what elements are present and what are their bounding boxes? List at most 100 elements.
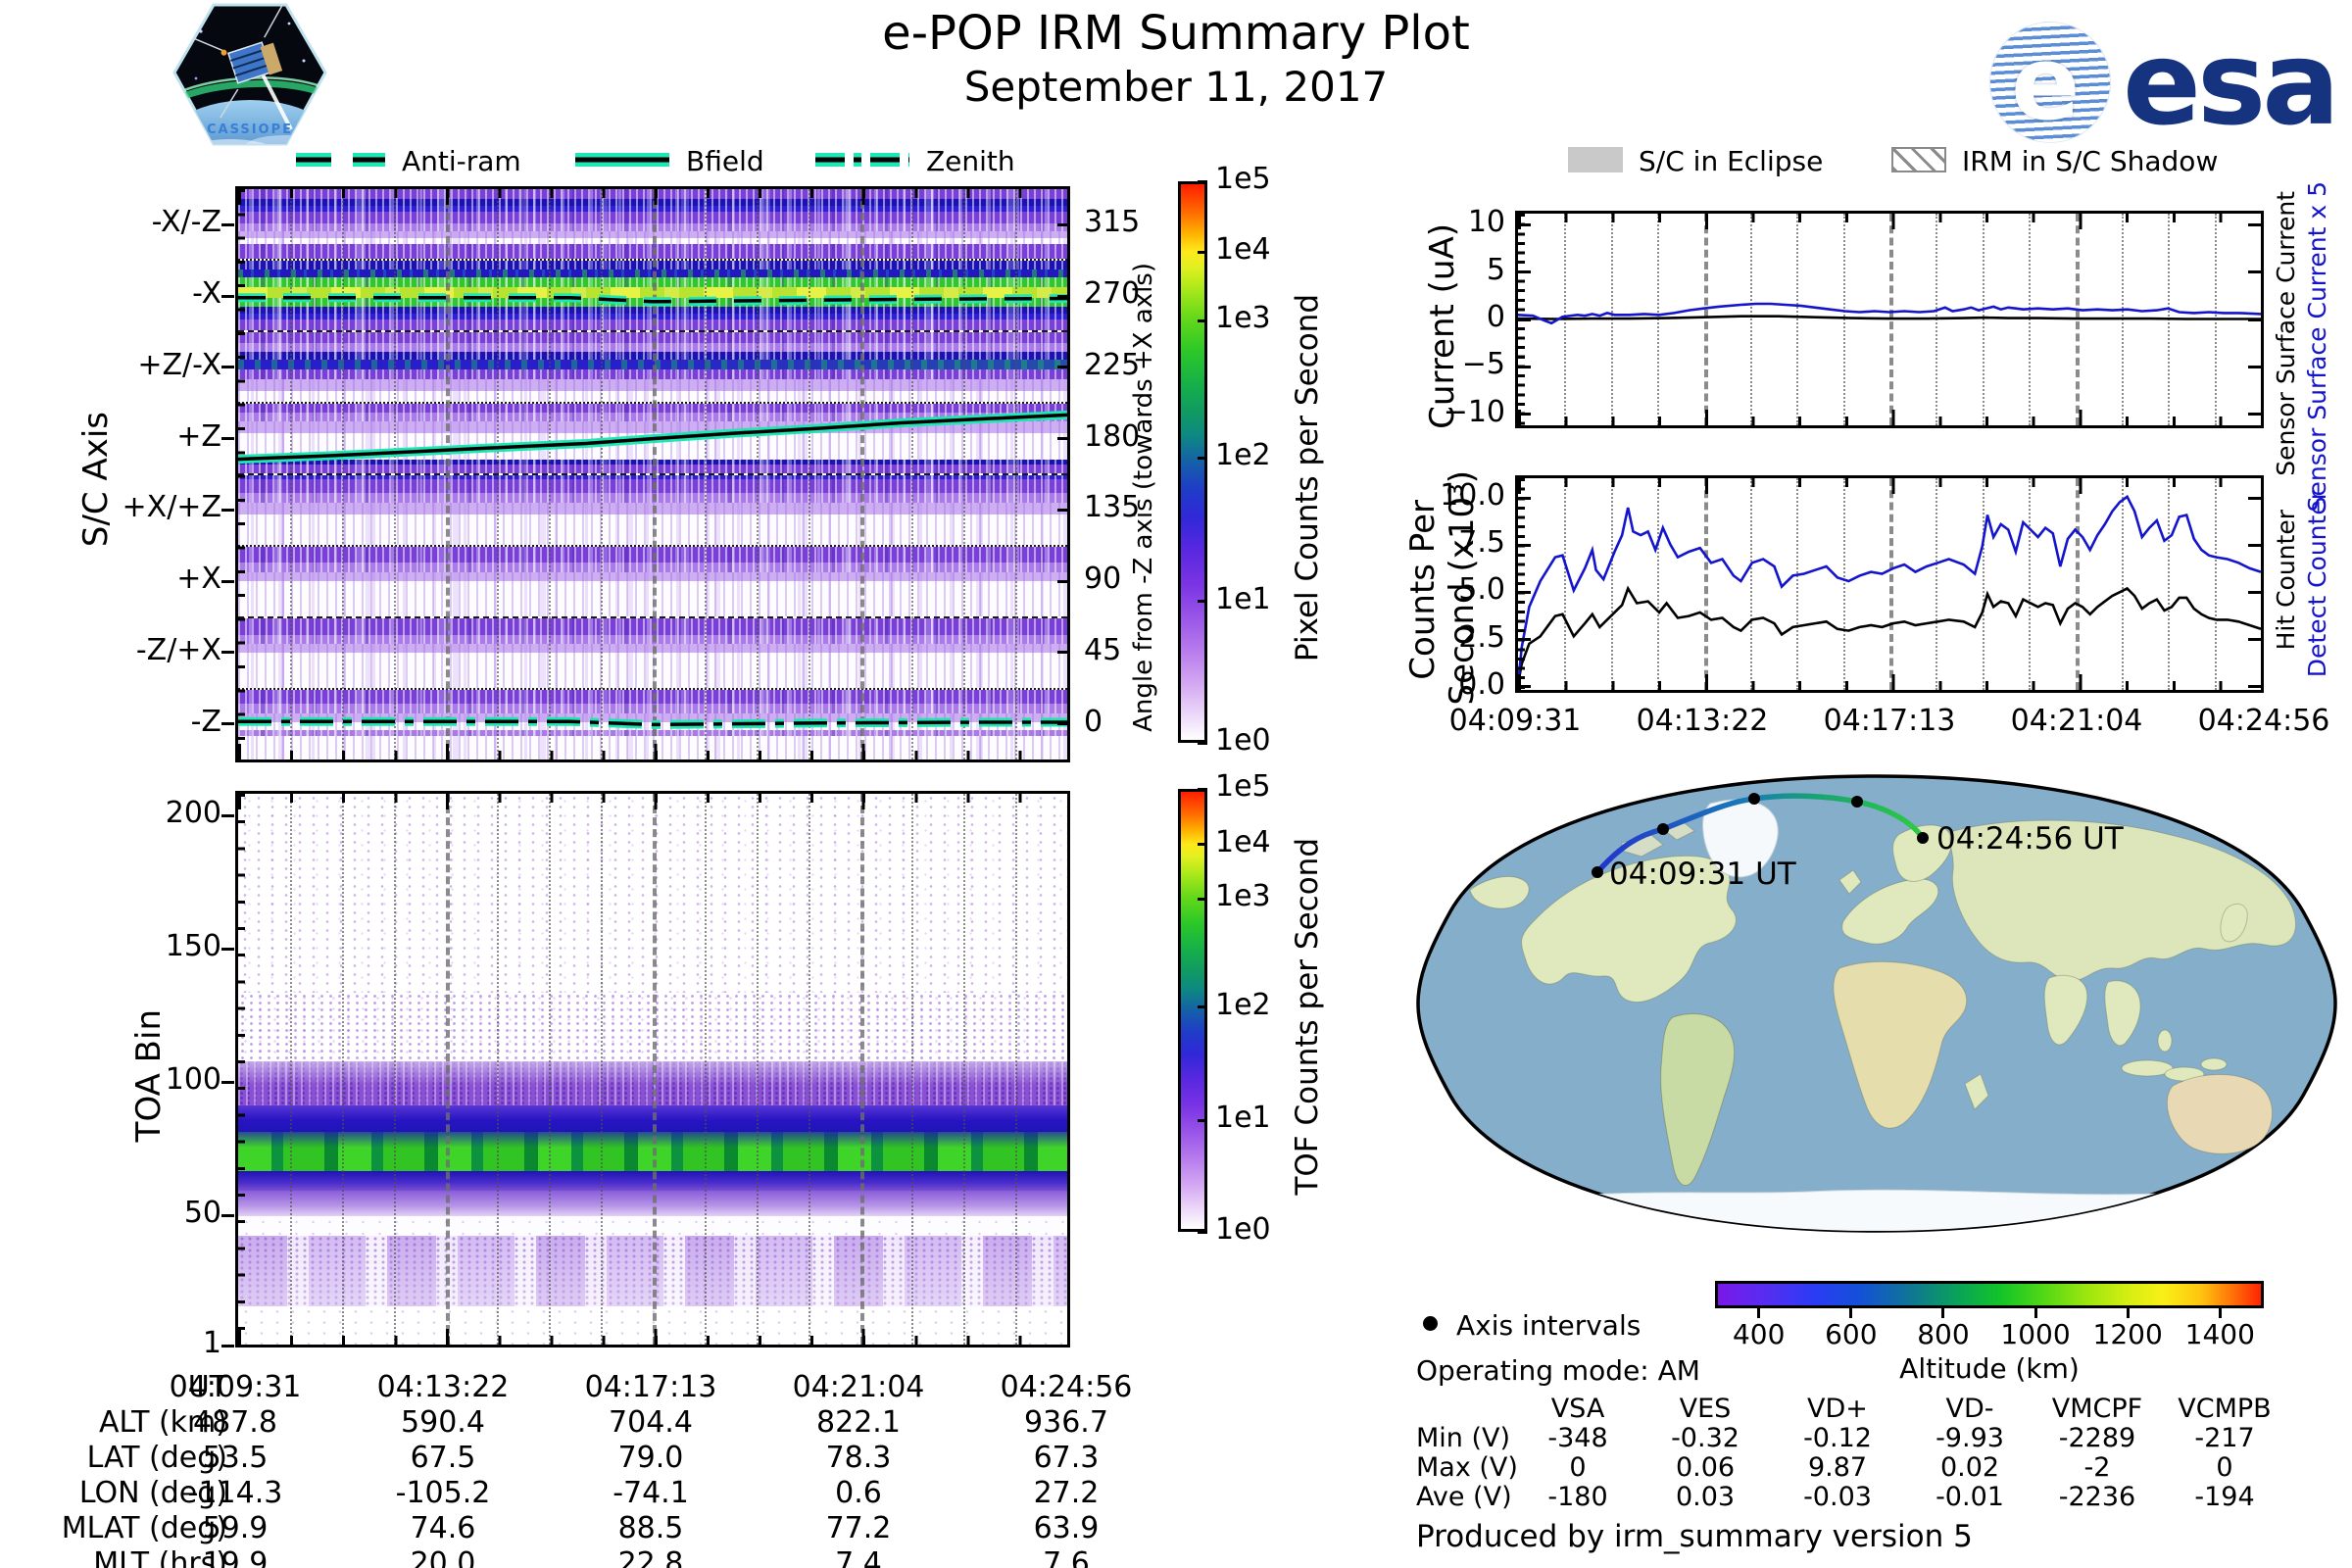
gridline: [911, 189, 914, 760]
gridline: [1936, 478, 1938, 690]
tick-mark: [1198, 787, 1207, 791]
cell: VD-: [1945, 1394, 1994, 1424]
gridline: [497, 794, 500, 1345]
axis-interval-dots: [1592, 793, 1929, 878]
legend-bfield-label: Bfield: [686, 145, 764, 177]
tick-mark: [221, 1080, 234, 1084]
gridline: [1610, 478, 1613, 690]
colorbar-tick-label: 1e5: [1215, 769, 1271, 804]
colorbar-tick-label: 1e2: [1215, 438, 1271, 473]
row-label: UT: [187, 1370, 227, 1404]
cell: 04:17:13: [584, 1370, 717, 1404]
cell: VMCPF: [2051, 1394, 2143, 1424]
toa-tick-label: 100: [165, 1062, 221, 1097]
tick-mark: [1757, 1308, 1761, 1318]
sc-axis-label: -Z: [190, 704, 221, 739]
colorbar-tick-label: 1e5: [1215, 162, 1271, 196]
counts-plot[interactable]: [1515, 475, 2264, 693]
tick-mark: [221, 508, 234, 512]
row-label: Min (V): [1416, 1423, 1511, 1453]
row-label: LON (deg): [78, 1476, 227, 1510]
tick-mark: [2248, 318, 2261, 321]
current-plot[interactable]: [1515, 211, 2264, 428]
tick-mark: [221, 722, 234, 726]
tick-mark: [1941, 1308, 1945, 1318]
gridline: [601, 189, 604, 760]
tick-mark: [2218, 1308, 2222, 1318]
gridline: [653, 189, 657, 760]
cell: 0: [2216, 1452, 2233, 1483]
gridline: [289, 794, 292, 1345]
cell: 04:21:04: [792, 1370, 925, 1404]
tick-mark: [1518, 365, 1531, 368]
counts-gridlines: [1518, 478, 2261, 690]
cell: -194: [2194, 1482, 2255, 1512]
gridline: [756, 794, 759, 1345]
angle-tick-label: 45: [1084, 632, 1122, 667]
pixel-counts-colorbar: [1178, 181, 1207, 743]
tick-mark: [1518, 638, 1531, 642]
current-right-label-outer: Sensor Surface Current x 5: [2303, 181, 2331, 513]
zenith-line-sample: [815, 153, 909, 167]
operating-mode: Operating mode: AM: [1416, 1354, 1700, 1387]
map-continents: [1469, 799, 2301, 1231]
cassiope-label: CASSIOPE: [207, 122, 293, 137]
cell: -348: [1547, 1423, 1608, 1453]
tick-mark: [221, 294, 234, 298]
tick-mark: [1057, 651, 1070, 655]
gridline: [808, 794, 810, 1345]
cell: 74.6: [410, 1511, 476, 1545]
shadow-patch-sample: [1891, 147, 1946, 172]
cell: 0.6: [835, 1476, 882, 1510]
tick-mark: [1518, 685, 1531, 689]
tick-mark: [1198, 1005, 1207, 1009]
gridline: [2029, 478, 2032, 690]
colorbar-tick-label: 1e3: [1215, 301, 1271, 336]
tick-mark: [1057, 579, 1070, 583]
cell: -2236: [2058, 1482, 2136, 1512]
tick-mark: [1198, 1118, 1207, 1122]
ytick-label: 5: [1486, 252, 1505, 287]
cell: 77.2: [825, 1511, 892, 1545]
tick-mark: [1057, 508, 1070, 512]
cassiope-mission-logo: CASSIOPE: [172, 3, 327, 146]
cell: 487.8: [193, 1405, 277, 1440]
gridline: [1796, 478, 1799, 690]
gridline: [704, 794, 707, 1345]
cell: 04:24:56: [1000, 1370, 1133, 1404]
cell: 20.0: [410, 1546, 476, 1568]
toa-tick-label: 1: [202, 1326, 221, 1360]
tick-mark: [1057, 437, 1070, 441]
counts-traces: [1518, 478, 2261, 690]
colorbar-tick-label: 1e1: [1215, 581, 1271, 616]
gridline: [1749, 214, 1752, 425]
ytick-label: 5.0: [1458, 572, 1505, 608]
tick-mark: [1198, 179, 1207, 183]
gridline: [445, 794, 450, 1345]
cell: 936.7: [1024, 1405, 1108, 1440]
orbit-ground-track-map[interactable]: 04:09:31 UT 04:24:56 UT: [1416, 774, 2337, 1233]
sc-axis-label: -X: [192, 276, 221, 312]
toa-tick-label: 150: [165, 929, 221, 963]
cell: -0.12: [1803, 1423, 1872, 1453]
altitude-tick-label: 800: [1917, 1318, 1970, 1350]
toa-ylabel: TOA Bin: [129, 1009, 169, 1143]
gridline: [704, 189, 707, 760]
cell: 0.03: [1675, 1482, 1736, 1512]
colorbar-tick-label: 1e4: [1215, 232, 1271, 268]
gridline: [963, 189, 966, 760]
tick-mark: [221, 222, 234, 226]
cell: 822.1: [816, 1405, 901, 1440]
gridline: [1564, 478, 1567, 690]
sc-axis-spectrogram[interactable]: [235, 186, 1070, 762]
cell: -217: [2194, 1423, 2255, 1453]
gridline: [393, 794, 396, 1345]
esa-globe-icon: e: [1989, 22, 2111, 143]
tick-mark: [1518, 496, 1531, 500]
cell: 63.9: [1033, 1511, 1100, 1545]
toa-bin-spectrogram[interactable]: [235, 791, 1070, 1348]
altitude-label: Altitude (km): [1899, 1352, 2080, 1385]
tick-mark: [1518, 590, 1531, 594]
cell: 79.0: [617, 1441, 684, 1475]
legend-zenith-label: Zenith: [926, 145, 1015, 177]
